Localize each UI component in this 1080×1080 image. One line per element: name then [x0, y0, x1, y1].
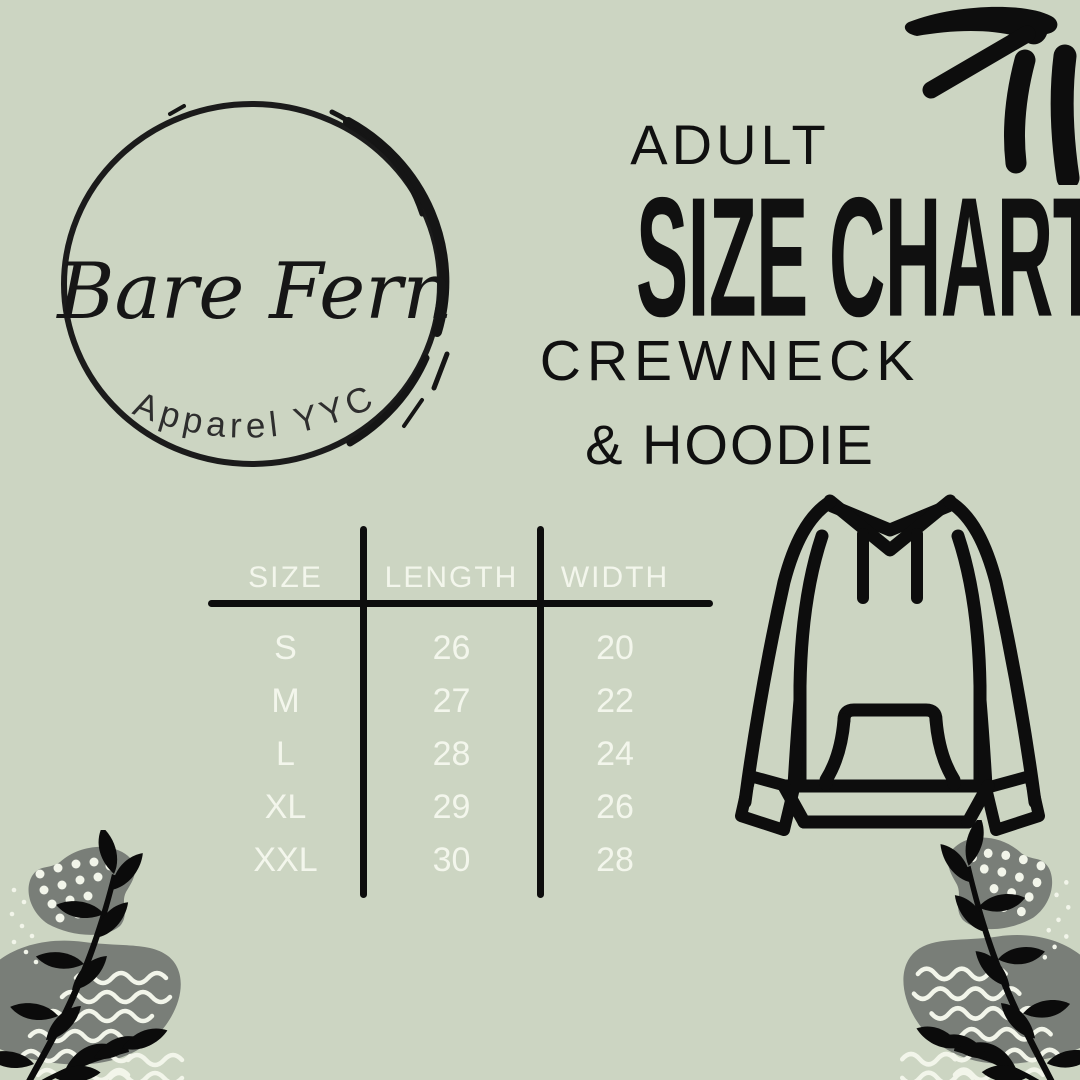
- table-row: XXL 30 28: [208, 834, 720, 887]
- title-subtitle-2: & HOODIE: [585, 413, 875, 476]
- cell-length: 27: [432, 682, 471, 720]
- cell-length: 28: [432, 735, 471, 773]
- leaf-branch-icon: [0, 830, 185, 1080]
- cell-width: 26: [596, 788, 634, 826]
- page-title: SIZE CHART: [636, 161, 1080, 353]
- cell-size: L: [276, 735, 295, 773]
- cell-size: S: [274, 629, 297, 667]
- cell-length: 29: [432, 788, 471, 826]
- title-eyebrow: ADULT: [630, 113, 830, 176]
- leaf-branch-icon: [826, 820, 1080, 1080]
- table-row: S 26 20: [208, 622, 720, 675]
- cell-length: 26: [432, 629, 471, 667]
- table-row: XL 29 26: [208, 781, 720, 834]
- brand-tagline: Apparel YYC: [128, 376, 377, 446]
- hoodie-outline-icon: [735, 494, 1045, 836]
- size-table-body: S 26 20 M 27 22 L 28 24 XL 29 26 XXL 30: [208, 622, 720, 887]
- cell-length: 30: [432, 841, 471, 879]
- column-header-width: WIDTH: [560, 561, 670, 594]
- brand-name: Bare Fern: [55, 247, 453, 337]
- brush-circle-icon: [61, 101, 450, 467]
- cell-width: 28: [596, 841, 634, 879]
- column-header-length: LENGTH: [384, 561, 519, 594]
- table-row: M 27 22: [208, 675, 720, 728]
- title-subtitle-1: CREWNECK: [539, 329, 921, 393]
- svg-text:Apparel YYC: Apparel YYC: [128, 376, 382, 446]
- size-table-header-row: SIZE LENGTH WIDTH: [208, 538, 720, 608]
- cell-size: XXL: [253, 841, 318, 879]
- table-vertical-rule-2: [537, 526, 544, 898]
- table-vertical-rule-1: [360, 526, 367, 898]
- table-horizontal-rule: [208, 600, 713, 607]
- cell-size: M: [271, 682, 300, 720]
- cell-width: 22: [596, 682, 634, 720]
- size-table: SIZE LENGTH WIDTH S 26 20 M 27 22 L 28 2…: [208, 526, 720, 910]
- cell-size: XL: [264, 788, 307, 826]
- table-row: L 28 24: [208, 728, 720, 781]
- cell-width: 24: [596, 735, 634, 773]
- brand-logo: Bare Fern Apparel YYC: [55, 101, 453, 467]
- column-header-size: SIZE: [248, 561, 323, 594]
- brush-strokes-icon: [904, 6, 1080, 185]
- cell-width: 20: [596, 629, 634, 667]
